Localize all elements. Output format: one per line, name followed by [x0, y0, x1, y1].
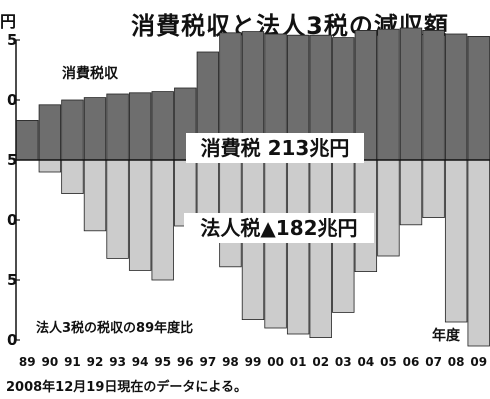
series-label-consumption: 消費税収 — [62, 65, 119, 82]
bar-corporate-tax — [151, 159, 174, 281]
x-tick-label: 08 — [448, 355, 465, 369]
bar-corporate-tax — [38, 159, 62, 173]
bar-corporate-tax — [286, 159, 310, 335]
x-tick-label: 89 — [19, 355, 36, 369]
x-tick-label: 06 — [403, 355, 420, 369]
x-tick-label: 01 — [290, 355, 307, 369]
x-tick-label: 03 — [335, 355, 352, 369]
bar-corporate-tax — [264, 159, 287, 329]
bar-corporate-tax — [399, 159, 423, 226]
x-tick-label: 09 — [470, 355, 487, 369]
y-tick-label: 0 — [7, 211, 17, 229]
bar-consumption-tax — [467, 36, 490, 161]
bar-consumption-tax — [61, 99, 84, 161]
bar-corporate-tax — [422, 159, 445, 218]
bar-consumption-tax — [128, 92, 152, 161]
total-label-bg-consumption — [186, 133, 364, 163]
x-tick-label: 04 — [358, 355, 375, 369]
y-axis-unit: 円 — [0, 12, 17, 31]
x-tick-label: 95 — [154, 355, 171, 369]
x-tick-label: 99 — [245, 355, 262, 369]
y-tick-label: 5 — [7, 151, 17, 169]
bar-consumption-tax — [444, 33, 468, 161]
footnote: 2008年12月19日現在のデータによる。 — [6, 380, 247, 395]
bar-consumption-tax — [151, 91, 174, 161]
y-tick-label: 0 — [7, 91, 17, 109]
bar-corporate-tax — [128, 159, 152, 271]
bar-corporate-tax — [467, 159, 490, 347]
y-tick-label: 5 — [7, 271, 17, 289]
x-tick-label: 90 — [42, 355, 59, 369]
bar-consumption-tax — [83, 97, 107, 161]
bar-consumption-tax — [399, 27, 423, 161]
x-tick-label: 07 — [425, 355, 442, 369]
bar-corporate-tax — [106, 159, 129, 259]
bar-consumption-tax — [38, 104, 62, 161]
bar-corporate-tax — [61, 159, 84, 194]
bar-consumption-tax — [422, 29, 445, 161]
bar-corporate-tax — [309, 159, 332, 339]
x-tick-label: 98 — [222, 355, 239, 369]
base-note: 法人3税の税収の89年度比 — [36, 320, 193, 336]
x-tick-label: 02 — [312, 355, 329, 369]
total-label-consumption: 消費税 213兆円 — [201, 136, 350, 160]
x-tick-label: 05 — [380, 355, 397, 369]
y-tick-label: 0 — [7, 331, 17, 349]
bar-corporate-tax — [444, 159, 468, 323]
x-tick-label: 00 — [267, 355, 284, 369]
x-tick-label: 93 — [109, 355, 126, 369]
bar-consumption-tax — [377, 28, 400, 161]
total-label-corporate: 法人税▲182兆円 — [200, 216, 357, 240]
x-tick-label: 94 — [132, 355, 149, 369]
bar-corporate-tax — [377, 159, 400, 257]
x-tick-label: 92 — [87, 355, 104, 369]
bar-corporate-tax — [83, 159, 107, 232]
bar-consumption-tax — [106, 93, 129, 161]
x-tick-label: 96 — [177, 355, 194, 369]
x-axis-label: 年度 — [432, 327, 461, 344]
x-tick-label: 97 — [200, 355, 217, 369]
x-tick-label: 91 — [64, 355, 81, 369]
bar-consumption-tax — [16, 120, 39, 161]
total-label-bg-corporate — [184, 213, 374, 243]
y-tick-label: 5 — [7, 31, 17, 49]
